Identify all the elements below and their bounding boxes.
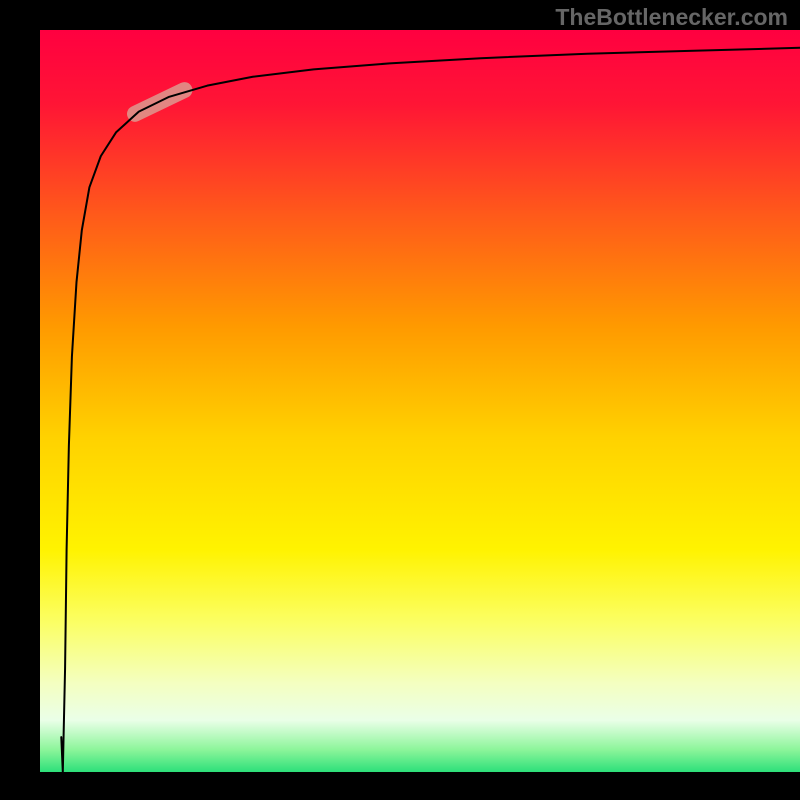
chart-svg xyxy=(0,0,800,800)
chart-container: TheBottlenecker.com xyxy=(0,0,800,800)
gradient-background xyxy=(40,30,800,772)
attribution-text: TheBottlenecker.com xyxy=(555,4,788,31)
